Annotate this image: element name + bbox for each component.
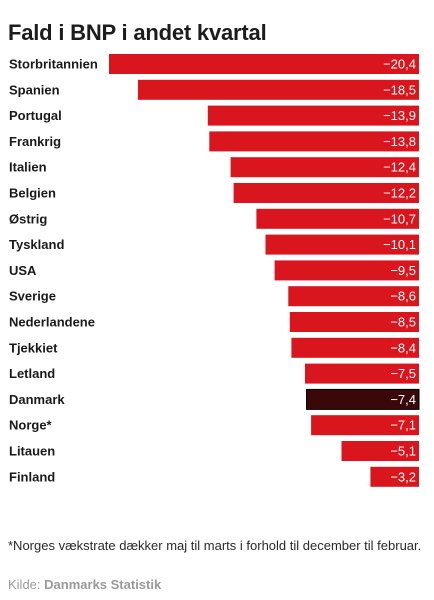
source-name: Danmarks Statistik bbox=[44, 577, 162, 592]
category-label-østrig: Østrig bbox=[9, 211, 47, 226]
footnote: *Norges vækstrate dækker maj til marts i… bbox=[8, 538, 422, 553]
bar-litauen bbox=[341, 441, 419, 461]
category-label-italien: Italien bbox=[9, 160, 47, 175]
value-label-nederlandene: −8,5 bbox=[390, 315, 416, 330]
category-label-spanien: Spanien bbox=[9, 82, 60, 97]
value-label-usa: −9,5 bbox=[390, 263, 416, 278]
bar-norge bbox=[311, 415, 419, 436]
bar-sverige bbox=[288, 286, 419, 307]
value-label-spanien: −18,5 bbox=[383, 82, 416, 97]
category-label-letland: Letland bbox=[9, 366, 55, 381]
value-label-italien: −12,4 bbox=[383, 160, 416, 175]
value-label-norge: −7,1 bbox=[390, 418, 416, 433]
bar-danmark bbox=[306, 388, 420, 410]
bar-frankrig bbox=[209, 131, 419, 152]
bar-finland bbox=[370, 466, 419, 487]
value-label-tjekkiet: −8,4 bbox=[390, 340, 416, 355]
value-label-portugal: −13,9 bbox=[383, 108, 416, 123]
value-label-tyskland: −10,1 bbox=[383, 237, 416, 252]
source-prefix: Kilde: bbox=[8, 577, 41, 592]
category-label-usa: USA bbox=[9, 263, 37, 278]
bar-italien bbox=[230, 157, 419, 178]
category-label-tyskland: Tyskland bbox=[9, 237, 64, 252]
category-label-nederlandene: Nederlandene bbox=[9, 315, 95, 330]
bar-tjekkiet bbox=[291, 337, 419, 358]
bar-chart: Storbritannien −20,4 Spanien −18,5 Portugal −… bbox=[9, 54, 420, 487]
category-label-litauen: Litauen bbox=[9, 444, 55, 459]
category-label-tjekkiet: Tjekkiet bbox=[9, 340, 58, 355]
bar-letland bbox=[305, 363, 419, 384]
category-label-belgien: Belgien bbox=[9, 186, 56, 201]
value-label-belgien: −12,2 bbox=[383, 186, 416, 201]
bar-belgien bbox=[233, 183, 419, 203]
category-label-finland: Finland bbox=[9, 469, 55, 484]
bar-spanien bbox=[137, 79, 419, 100]
bar-nederlandene bbox=[289, 312, 419, 332]
value-label-finland: −3,2 bbox=[390, 469, 416, 484]
value-label-storbritannien: −20,4 bbox=[383, 57, 416, 72]
value-label-danmark: −7,4 bbox=[390, 392, 416, 407]
source-line: Kilde: Danmarks Statistik bbox=[8, 577, 161, 592]
bar-portugal bbox=[207, 105, 419, 126]
value-label-østrig: −10,7 bbox=[383, 211, 416, 226]
value-label-frankrig: −13,8 bbox=[383, 134, 416, 149]
bar-tyskland bbox=[265, 234, 419, 255]
value-label-letland: −7,5 bbox=[390, 366, 416, 381]
category-label-norge: Norge* bbox=[9, 418, 53, 433]
chart-title: Fald i BNP i andet kvartal bbox=[8, 20, 267, 45]
bar-usa bbox=[274, 260, 419, 281]
category-label-sverige: Sverige bbox=[9, 289, 56, 304]
category-label-danmark: Danmark bbox=[9, 392, 65, 407]
bar-østrig bbox=[256, 208, 419, 229]
category-label-storbritannien: Storbritannien bbox=[9, 57, 98, 72]
category-label-portugal: Portugal bbox=[9, 108, 62, 123]
value-label-litauen: −5,1 bbox=[390, 444, 416, 459]
category-label-frankrig: Frankrig bbox=[9, 134, 61, 149]
value-label-sverige: −8,6 bbox=[390, 289, 416, 304]
bar-storbritannien bbox=[109, 54, 419, 74]
